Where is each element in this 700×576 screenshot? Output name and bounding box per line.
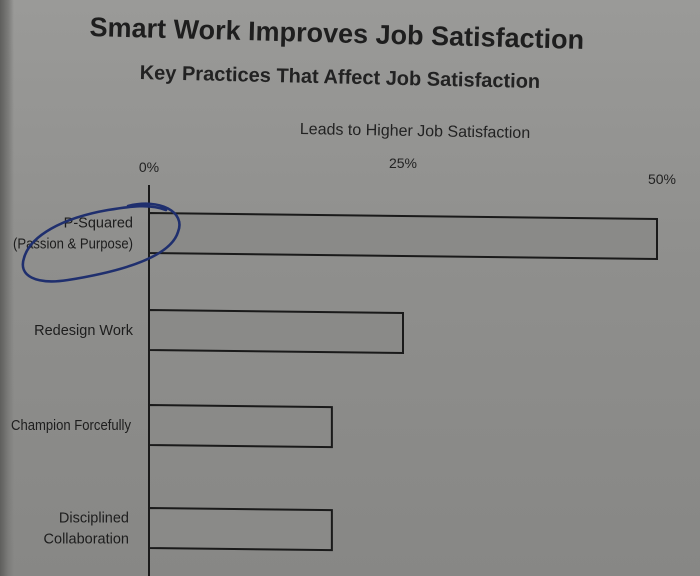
category-label: Redesign Work <box>34 323 134 339</box>
category-label: Collaboration <box>44 532 129 548</box>
x-tick-label: 0% <box>139 159 159 175</box>
category-label: P-Squared <box>64 216 133 232</box>
bar <box>148 211 658 261</box>
hand-drawn-circle <box>21 202 181 283</box>
bar <box>148 506 333 552</box>
x-tick-label: 50% <box>648 171 676 187</box>
category-labels: P-Squared (Passion & Purpose) Redesign Wor… <box>11 216 134 548</box>
bar <box>148 308 404 355</box>
x-tick-labels: 0% 25% 50% <box>139 155 676 187</box>
bars <box>148 211 658 552</box>
category-label: (Passion & Purpose) <box>13 237 133 253</box>
page-gutter-shadow <box>0 0 14 576</box>
x-tick-label: 25% <box>389 155 417 171</box>
category-label: Disciplined <box>59 511 129 527</box>
category-label: Champion Forcefully <box>11 418 132 434</box>
bar <box>148 403 333 449</box>
